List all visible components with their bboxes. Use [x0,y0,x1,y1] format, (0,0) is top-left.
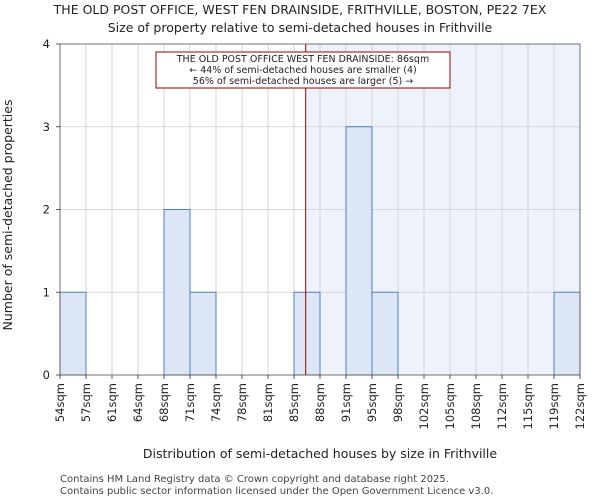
x-tick-label-74sqm: 74sqm [209,383,223,422]
x-axis-label: Distribution of semi-detached houses by … [143,446,497,461]
x-tick-label-112sqm: 112sqm [495,383,509,429]
annotation-box: THE OLD POST OFFICE WEST FEN DRAINSIDE: … [155,51,451,89]
x-tick-label-85sqm: 85sqm [287,383,301,422]
x-tick-label-81sqm: 81sqm [261,383,275,422]
y-tick-label: 2 [43,203,50,217]
y-tick-label: 3 [43,120,50,134]
y-axis-label: Number of semi-detached properties [0,100,15,331]
x-tick-label-88sqm: 88sqm [313,383,327,422]
x-tick-label-57sqm: 57sqm [79,383,93,422]
x-tick-label-119sqm: 119sqm [547,383,561,429]
x-tick-label-68sqm: 68sqm [157,383,171,422]
x-tick-label-105sqm: 105sqm [443,383,457,429]
y-tick-label: 1 [43,285,50,299]
plot-area: 0 1 2 3 4 54sqm 57sqm 61sqm 64sqm 68sqm 71sqm 74sq… [43,37,587,429]
y-tick-label: 4 [43,37,50,51]
chart-title: THE OLD POST OFFICE, WEST FEN DRAINSIDE,… [53,2,547,17]
y-ticks: 0 1 2 3 4 [43,37,60,382]
x-tick-label-64sqm: 64sqm [131,383,145,422]
x-tick-label-95sqm: 95sqm [365,383,379,422]
bar-95sqm [371,291,399,376]
x-ticks: 54sqm 57sqm 61sqm 64sqm 68sqm 71sqm 74sqm 78sqm… [53,375,587,429]
bar-68sqm [163,209,191,376]
annotation-line-2: ← 44% of semi-detached houses are smalle… [189,65,417,76]
x-tick-label-61sqm: 61sqm [105,383,119,422]
annotation-border [155,51,451,89]
x-tick-label-108sqm: 108sqm [469,383,483,429]
bar-54sqm [59,291,87,376]
x-tick-label-122sqm: 122sqm [573,383,587,429]
y-tick-label: 0 [43,368,50,382]
x-tick-label-78sqm: 78sqm [235,383,249,422]
x-tick-label-54sqm: 54sqm [53,383,67,422]
chart-subtitle: Size of property relative to semi-detach… [108,20,493,35]
x-tick-label-102sqm: 102sqm [417,383,431,429]
bar-71sqm [189,291,217,376]
x-tick-label-71sqm: 71sqm [183,383,197,422]
footer-line-2: Contains public sector information licen… [60,486,493,497]
bar-119sqm [553,291,581,376]
bar-85sqm [293,291,321,376]
footer-line-1: Contains HM Land Registry data © Crown c… [60,474,449,485]
x-tick-label-98sqm: 98sqm [391,383,405,422]
x-tick-label-91sqm: 91sqm [339,383,353,422]
bar-91sqm [345,126,373,376]
annotation-line-3: 56% of semi-detached houses are larger (… [193,76,413,87]
annotation-line-1: THE OLD POST OFFICE WEST FEN DRAINSIDE: … [176,54,429,65]
x-tick-label-115sqm: 115sqm [521,383,535,429]
